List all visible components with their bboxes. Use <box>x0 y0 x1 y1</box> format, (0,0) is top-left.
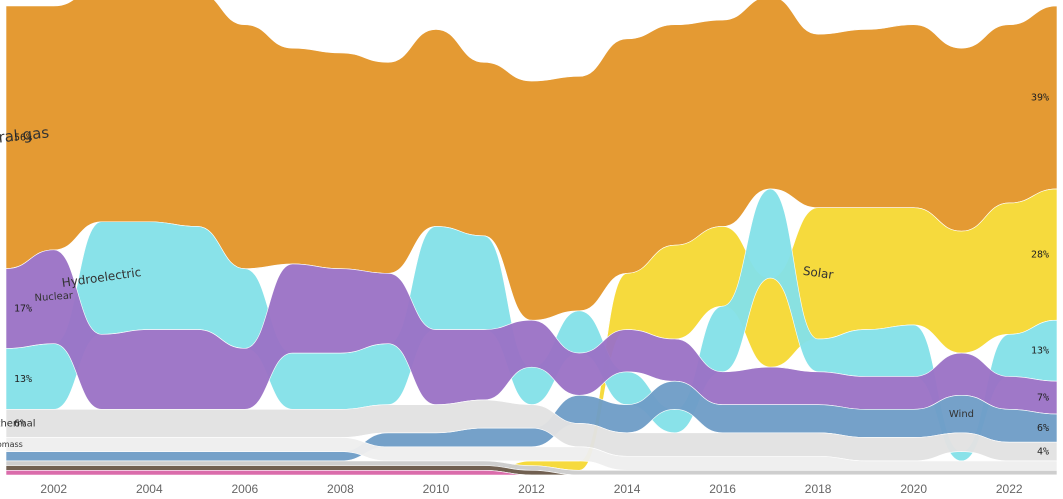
right-pct-label: 13% <box>1031 346 1049 357</box>
right-pct-label: 6% <box>1037 423 1049 434</box>
percentage-labels: 56% 17% 13% 6% 39% 28% 13% 7% 6% 4% <box>14 92 1049 457</box>
left-pct-label: 56% <box>14 132 32 143</box>
x-tick-label: 2004 <box>136 482 163 496</box>
right-pct-label: 39% <box>1031 92 1049 103</box>
x-tick-label: 2014 <box>614 482 641 496</box>
left-pct-label: 17% <box>14 304 32 315</box>
stream-label-wind: Wind <box>949 409 974 420</box>
x-tick-label: 2022 <box>996 482 1023 496</box>
stream-label-solar: Solar <box>802 264 834 282</box>
stream-label-biomass: Biomass <box>0 440 23 449</box>
x-tick-label: 2020 <box>900 482 927 496</box>
x-tick-label: 2002 <box>40 482 67 496</box>
x-tick-label: 2012 <box>518 482 545 496</box>
series-band-unlabeled-9 <box>5 470 1058 476</box>
x-tick-label: 2016 <box>709 482 736 496</box>
x-tick-label: 2008 <box>327 482 354 496</box>
stream-label-geothermal: Geothermal <box>0 418 36 429</box>
stream-label-nuclear: Nuclear <box>34 290 74 304</box>
left-pct-label: 6% <box>14 418 26 429</box>
x-tick-label: 2010 <box>423 482 450 496</box>
right-pct-label: 7% <box>1037 393 1049 404</box>
stream-bands <box>5 0 1058 476</box>
series-band-nuclear <box>5 249 1058 415</box>
right-pct-label: 28% <box>1031 250 1049 261</box>
right-pct-label: 4% <box>1037 447 1049 458</box>
left-pct-label: 13% <box>14 374 32 385</box>
x-tick-label: 2006 <box>232 482 259 496</box>
x-axis: 2002 2004 2006 2008 2010 2012 2014 2016 2018 2020… <box>40 482 1022 496</box>
x-tick-label: 2018 <box>805 482 832 496</box>
